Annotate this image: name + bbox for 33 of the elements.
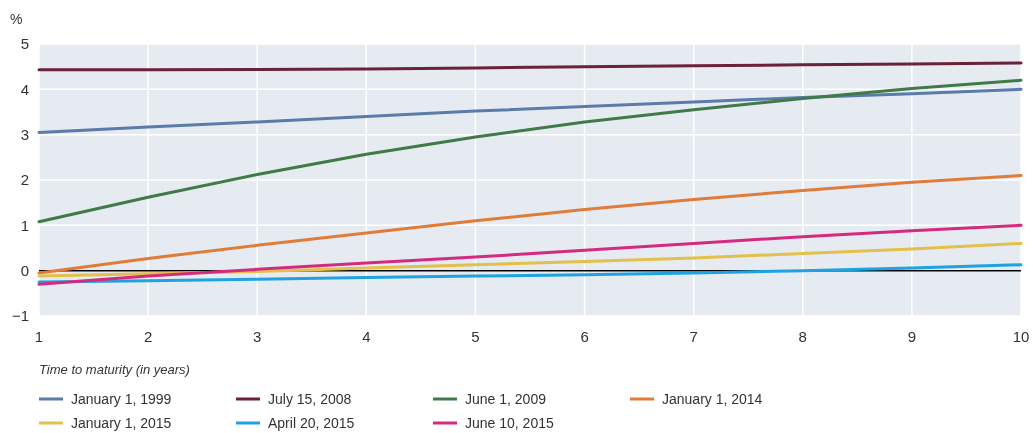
y-tick-label: 3 (20, 125, 29, 143)
x-tick-label: 2 (143, 328, 153, 345)
legend-label: April 20, 2015 (268, 414, 355, 431)
legend-label: January 1, 2014 (662, 390, 763, 407)
y-axis-title: % (10, 11, 23, 27)
line-series (37, 78, 1023, 224)
x-tick-label: 5 (471, 328, 480, 345)
line-series (37, 61, 1023, 72)
legend-label: July 15, 2008 (268, 390, 352, 407)
legend-label: January 1, 1999 (71, 390, 172, 407)
y-tick-label: 5 (20, 35, 29, 53)
line-series (37, 87, 1023, 134)
x-tick-label: 1 (34, 328, 44, 345)
x-axis-title: Time to maturity (in years) (39, 362, 190, 377)
line-series (37, 241, 1023, 278)
x-tick-label: 8 (798, 328, 807, 345)
x-tick-label: 4 (362, 328, 371, 345)
line-series (37, 263, 1023, 284)
y-tick-label: 1 (20, 216, 29, 234)
x-tick-label: 9 (907, 328, 917, 345)
x-tick-label: 7 (689, 328, 698, 345)
legend-label: June 1, 2009 (465, 390, 547, 407)
x-tick-label: 3 (253, 328, 262, 345)
y-tick-label: 0 (20, 261, 29, 279)
y-tick-label: 4 (20, 80, 29, 98)
y-tick-label: 2 (20, 171, 29, 189)
legend-label: June 10, 2015 (465, 414, 554, 431)
y-tick-label: −1 (11, 307, 29, 325)
legend-label: January 1, 2015 (71, 414, 172, 431)
line-series (37, 173, 1023, 275)
x-tick-label: 10 (1012, 328, 1030, 345)
line-series (37, 223, 1023, 286)
x-tick-label: 6 (580, 328, 589, 345)
